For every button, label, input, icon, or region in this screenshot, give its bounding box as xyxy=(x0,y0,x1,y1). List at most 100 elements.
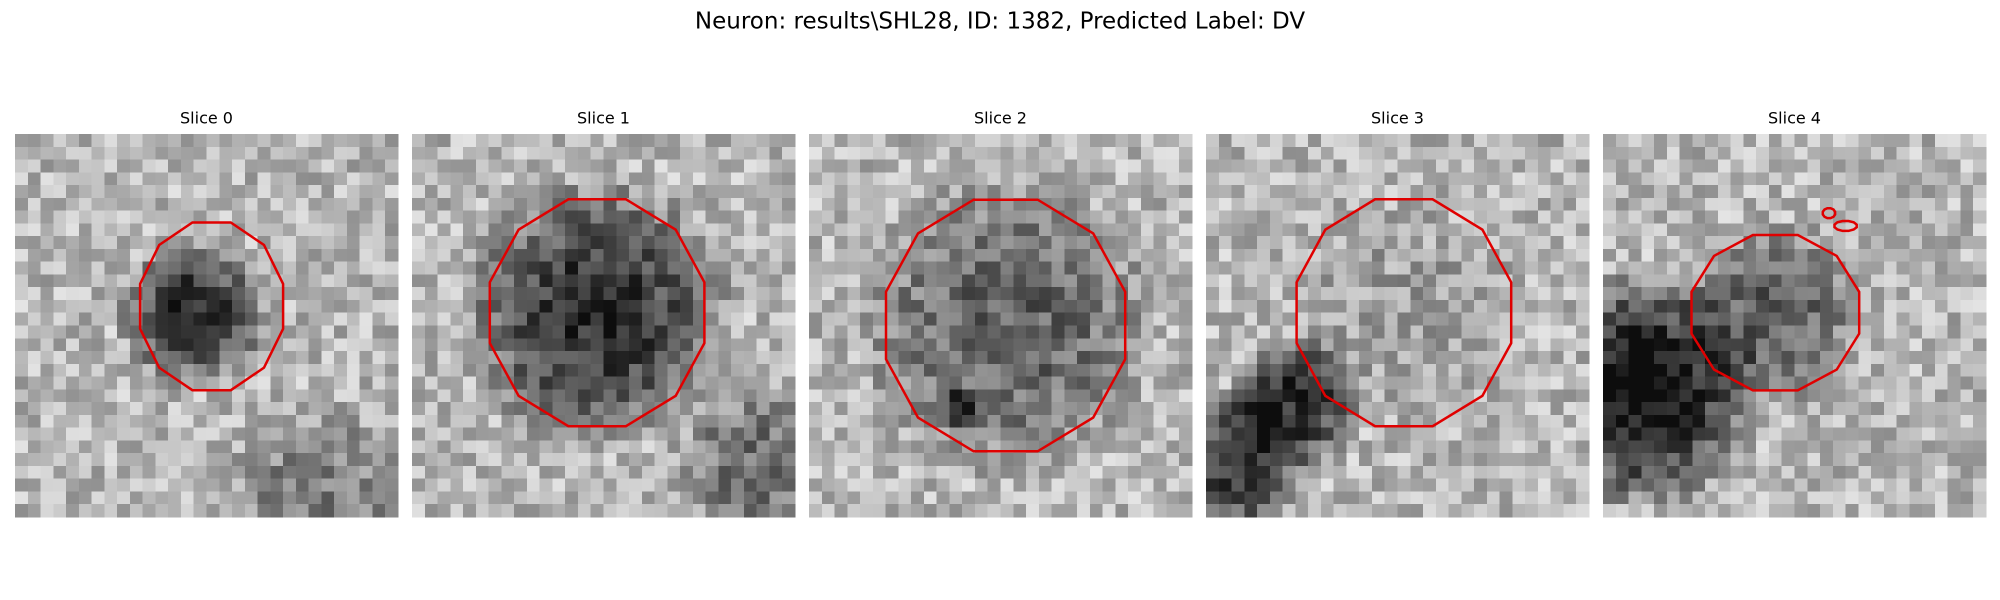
image-pixel xyxy=(590,440,604,454)
image-pixel xyxy=(219,210,233,224)
panel-title: Slice 4 xyxy=(1768,109,1821,128)
image-pixel xyxy=(1102,299,1116,314)
image-pixel xyxy=(1909,134,1923,148)
image-pixel xyxy=(565,440,579,454)
image-pixel xyxy=(1231,210,1245,224)
image-pixel xyxy=(539,351,553,365)
image-pixel xyxy=(705,236,719,250)
image-pixel xyxy=(1128,440,1142,454)
image-pixel xyxy=(1717,440,1732,454)
image-pixel xyxy=(834,504,848,518)
image-pixel xyxy=(1038,363,1053,378)
image-pixel xyxy=(1244,440,1258,454)
image-pixel xyxy=(1973,465,1987,480)
image-pixel xyxy=(1973,376,1987,390)
image-pixel xyxy=(1807,402,1821,416)
image-pixel xyxy=(270,287,284,301)
image-pixel xyxy=(385,312,399,326)
image-pixel xyxy=(91,338,105,352)
image-pixel xyxy=(1333,185,1347,199)
image-pixel xyxy=(616,210,630,224)
image-pixel xyxy=(334,389,348,403)
image-pixel xyxy=(1781,440,1795,454)
image-pixel xyxy=(334,236,348,250)
image-pixel xyxy=(911,389,925,403)
image-pixel xyxy=(424,287,439,301)
image-pixel xyxy=(1525,504,1539,518)
image-pixel xyxy=(1922,440,1936,454)
image-pixel xyxy=(463,134,477,148)
image-pixel xyxy=(756,159,770,173)
image-pixel xyxy=(565,491,579,505)
image-pixel xyxy=(372,491,386,505)
image-pixel xyxy=(1423,363,1437,378)
image-pixel xyxy=(847,504,861,518)
image-pixel xyxy=(514,172,528,186)
image-pixel xyxy=(743,274,758,288)
image-pixel xyxy=(629,440,643,454)
image-pixel xyxy=(847,427,861,441)
image-pixel xyxy=(40,274,54,288)
image-pixel xyxy=(1576,465,1590,480)
image-pixel xyxy=(1768,274,1783,288)
image-pixel xyxy=(1384,363,1398,378)
image-pixel xyxy=(142,159,156,173)
image-pixel xyxy=(1909,478,1923,492)
image-pixel xyxy=(1947,261,1961,275)
image-pixel xyxy=(1474,478,1488,492)
image-pixel xyxy=(295,478,310,492)
image-pixel xyxy=(1756,248,1770,263)
image-pixel xyxy=(450,325,464,339)
image-pixel xyxy=(1115,465,1129,480)
image-pixel xyxy=(232,185,246,199)
image-pixel xyxy=(475,465,490,480)
image-pixel xyxy=(488,478,502,492)
image-pixel xyxy=(731,363,745,378)
image-pixel xyxy=(53,197,67,212)
image-pixel xyxy=(552,465,566,480)
image-pixel xyxy=(1628,363,1642,378)
image-pixel xyxy=(78,427,93,441)
image-pixel xyxy=(821,453,836,467)
image-pixel xyxy=(1359,185,1373,199)
image-pixel xyxy=(1231,223,1245,237)
image-pixel xyxy=(526,376,541,390)
image-pixel xyxy=(1000,389,1014,403)
image-pixel xyxy=(283,389,297,403)
image-pixel xyxy=(1960,146,1974,161)
image-pixel xyxy=(1231,453,1245,467)
image-pixel xyxy=(1423,338,1437,352)
image-pixel xyxy=(412,299,426,314)
image-pixel xyxy=(847,338,861,352)
image-pixel xyxy=(1832,414,1847,429)
image-pixel xyxy=(885,491,899,505)
image-pixel xyxy=(1934,134,1949,148)
image-pixel xyxy=(1603,389,1617,403)
image-pixel xyxy=(1435,351,1450,365)
image-pixel xyxy=(1320,210,1335,224)
image-pixel xyxy=(1628,146,1642,161)
image-pixel xyxy=(1282,389,1296,403)
image-pixel xyxy=(437,248,451,263)
image-pixel xyxy=(206,338,220,352)
image-pixel xyxy=(372,134,386,148)
image-pixel xyxy=(1845,376,1859,390)
image-pixel xyxy=(283,197,297,212)
image-pixel xyxy=(1563,465,1577,480)
image-pixel xyxy=(1026,159,1040,173)
image-pixel xyxy=(1781,248,1795,263)
image-pixel xyxy=(1064,287,1078,301)
image-pixel xyxy=(1231,478,1245,492)
image-pixel xyxy=(949,210,963,224)
image-pixel xyxy=(463,172,477,186)
image-pixel xyxy=(1128,210,1142,224)
image-pixel xyxy=(718,465,732,480)
image-pixel xyxy=(1153,299,1167,314)
image-pixel xyxy=(577,465,592,480)
image-pixel xyxy=(847,376,861,390)
image-pixel xyxy=(1115,427,1129,441)
image-pixel xyxy=(1730,261,1744,275)
image-pixel xyxy=(1448,223,1462,237)
image-pixel xyxy=(1384,274,1398,288)
image-pixel xyxy=(1973,363,1987,378)
